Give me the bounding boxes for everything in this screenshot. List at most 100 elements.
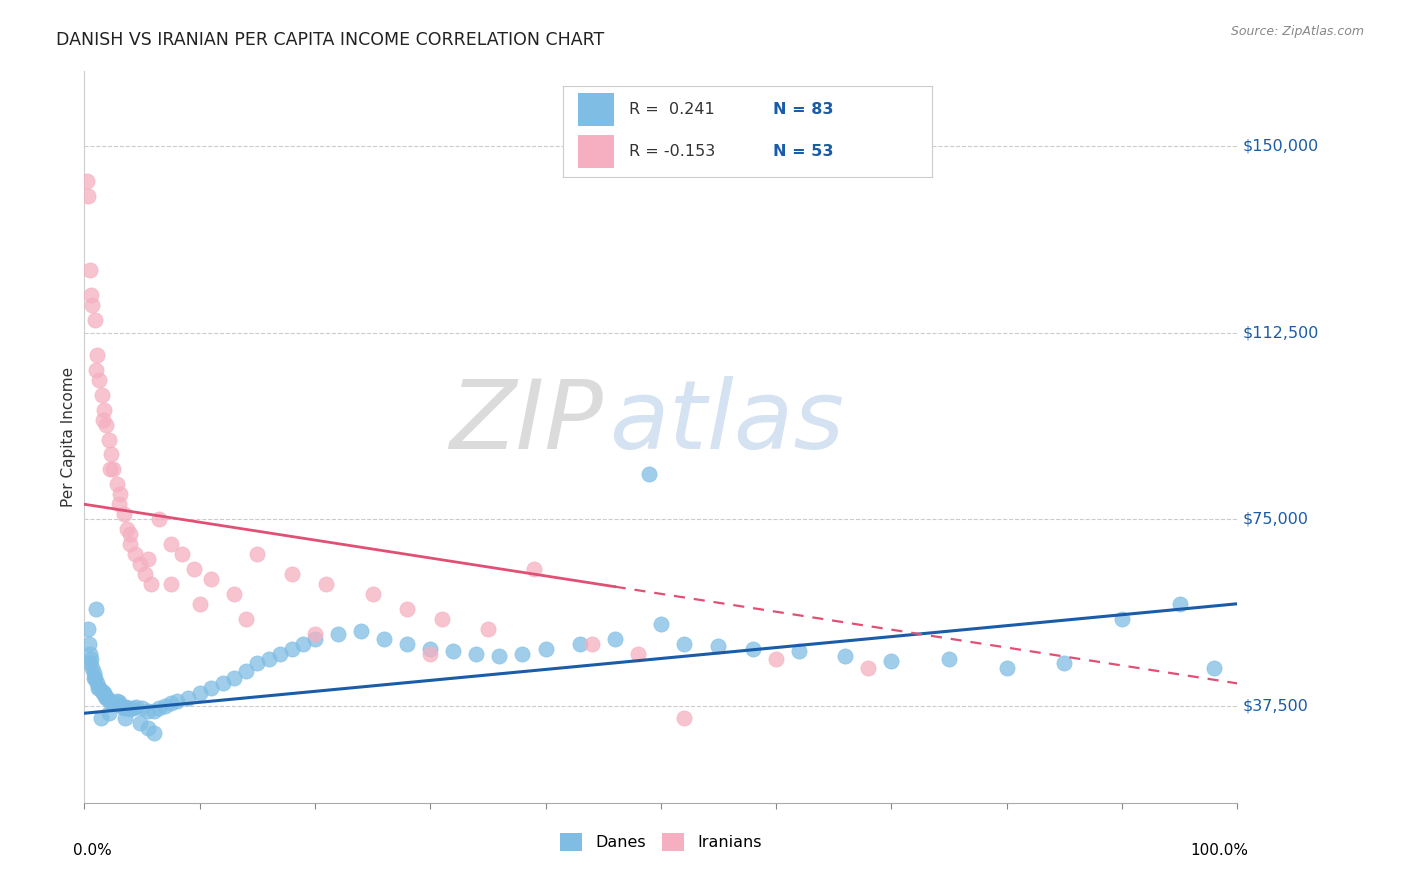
Point (350, 624, 373, 639)
Point (148, 701, 170, 715)
Point (104, 698, 127, 712)
Text: $75,000: $75,000 (1243, 512, 1309, 526)
Point (246, 657, 269, 671)
Point (86, 348, 108, 362)
Point (115, 700, 138, 714)
Point (79, 657, 101, 671)
Point (115, 522, 138, 536)
Point (534, 641, 557, 656)
Point (80, 288, 103, 302)
Point (1168, 597, 1191, 611)
Point (235, 612, 257, 626)
Point (419, 641, 441, 656)
Point (89, 711, 111, 725)
Point (79, 647, 101, 661)
Point (80, 651, 103, 665)
Point (87, 681, 110, 696)
Point (172, 547, 194, 561)
Point (112, 701, 135, 715)
Point (84, 601, 107, 615)
Point (77, 636, 100, 650)
Point (638, 467, 661, 482)
Point (108, 695, 131, 709)
Point (101, 696, 124, 710)
Point (112, 507, 135, 521)
Point (858, 661, 880, 675)
Text: atlas: atlas (609, 376, 844, 469)
Text: $37,500: $37,500 (1243, 698, 1309, 714)
Point (94, 689, 117, 703)
Point (84, 363, 107, 377)
Point (188, 597, 211, 611)
Point (83, 666, 105, 681)
Point (787, 644, 810, 658)
Point (98, 462, 121, 476)
Point (269, 647, 291, 661)
Point (160, 696, 183, 710)
Point (121, 701, 143, 715)
Point (98, 694, 121, 708)
Point (373, 632, 395, 646)
Point (523, 562, 546, 576)
Point (569, 636, 592, 650)
Point (430, 612, 453, 626)
Point (153, 698, 176, 713)
Point (97, 706, 120, 721)
Point (246, 547, 269, 561)
Point (141, 577, 163, 591)
Point (103, 462, 124, 476)
Point (83, 313, 105, 327)
Point (93, 686, 115, 700)
Point (396, 601, 419, 615)
Point (105, 477, 128, 491)
Point (765, 651, 787, 665)
Point (120, 702, 142, 716)
Point (419, 647, 441, 661)
Point (200, 681, 222, 696)
Point (224, 672, 246, 686)
Text: Source: ZipAtlas.com: Source: ZipAtlas.com (1230, 25, 1364, 38)
Point (134, 566, 156, 581)
Point (512, 647, 534, 661)
Point (224, 587, 246, 601)
Point (76, 622, 98, 636)
Point (1111, 612, 1133, 626)
Point (188, 686, 211, 700)
Point (108, 497, 131, 511)
Point (160, 537, 183, 551)
Point (142, 704, 165, 718)
Point (136, 704, 159, 718)
Point (315, 577, 337, 591)
Point (120, 527, 142, 541)
Legend: Danes, Iranians: Danes, Iranians (554, 827, 768, 857)
Point (361, 587, 384, 601)
Point (304, 626, 326, 640)
Point (83, 672, 105, 686)
Point (110, 698, 132, 713)
Point (128, 557, 150, 571)
Point (160, 577, 183, 591)
Point (142, 726, 165, 740)
Point (326, 626, 349, 640)
Point (166, 694, 188, 708)
Point (281, 641, 304, 656)
Point (136, 552, 159, 566)
Point (125, 700, 148, 714)
Point (114, 711, 136, 725)
Text: $150,000: $150,000 (1243, 138, 1319, 153)
Point (177, 691, 200, 706)
Point (96, 417, 118, 432)
Text: 0.0%: 0.0% (73, 843, 111, 858)
Point (627, 647, 650, 661)
Point (91, 412, 114, 426)
Text: ZIP: ZIP (450, 376, 603, 469)
Point (672, 711, 695, 725)
Point (105, 694, 128, 708)
Point (211, 676, 233, 690)
Point (465, 647, 488, 661)
Point (938, 651, 960, 665)
Point (108, 487, 131, 501)
Point (76, 188, 98, 202)
Text: $112,500: $112,500 (1243, 325, 1319, 340)
Point (880, 654, 903, 668)
